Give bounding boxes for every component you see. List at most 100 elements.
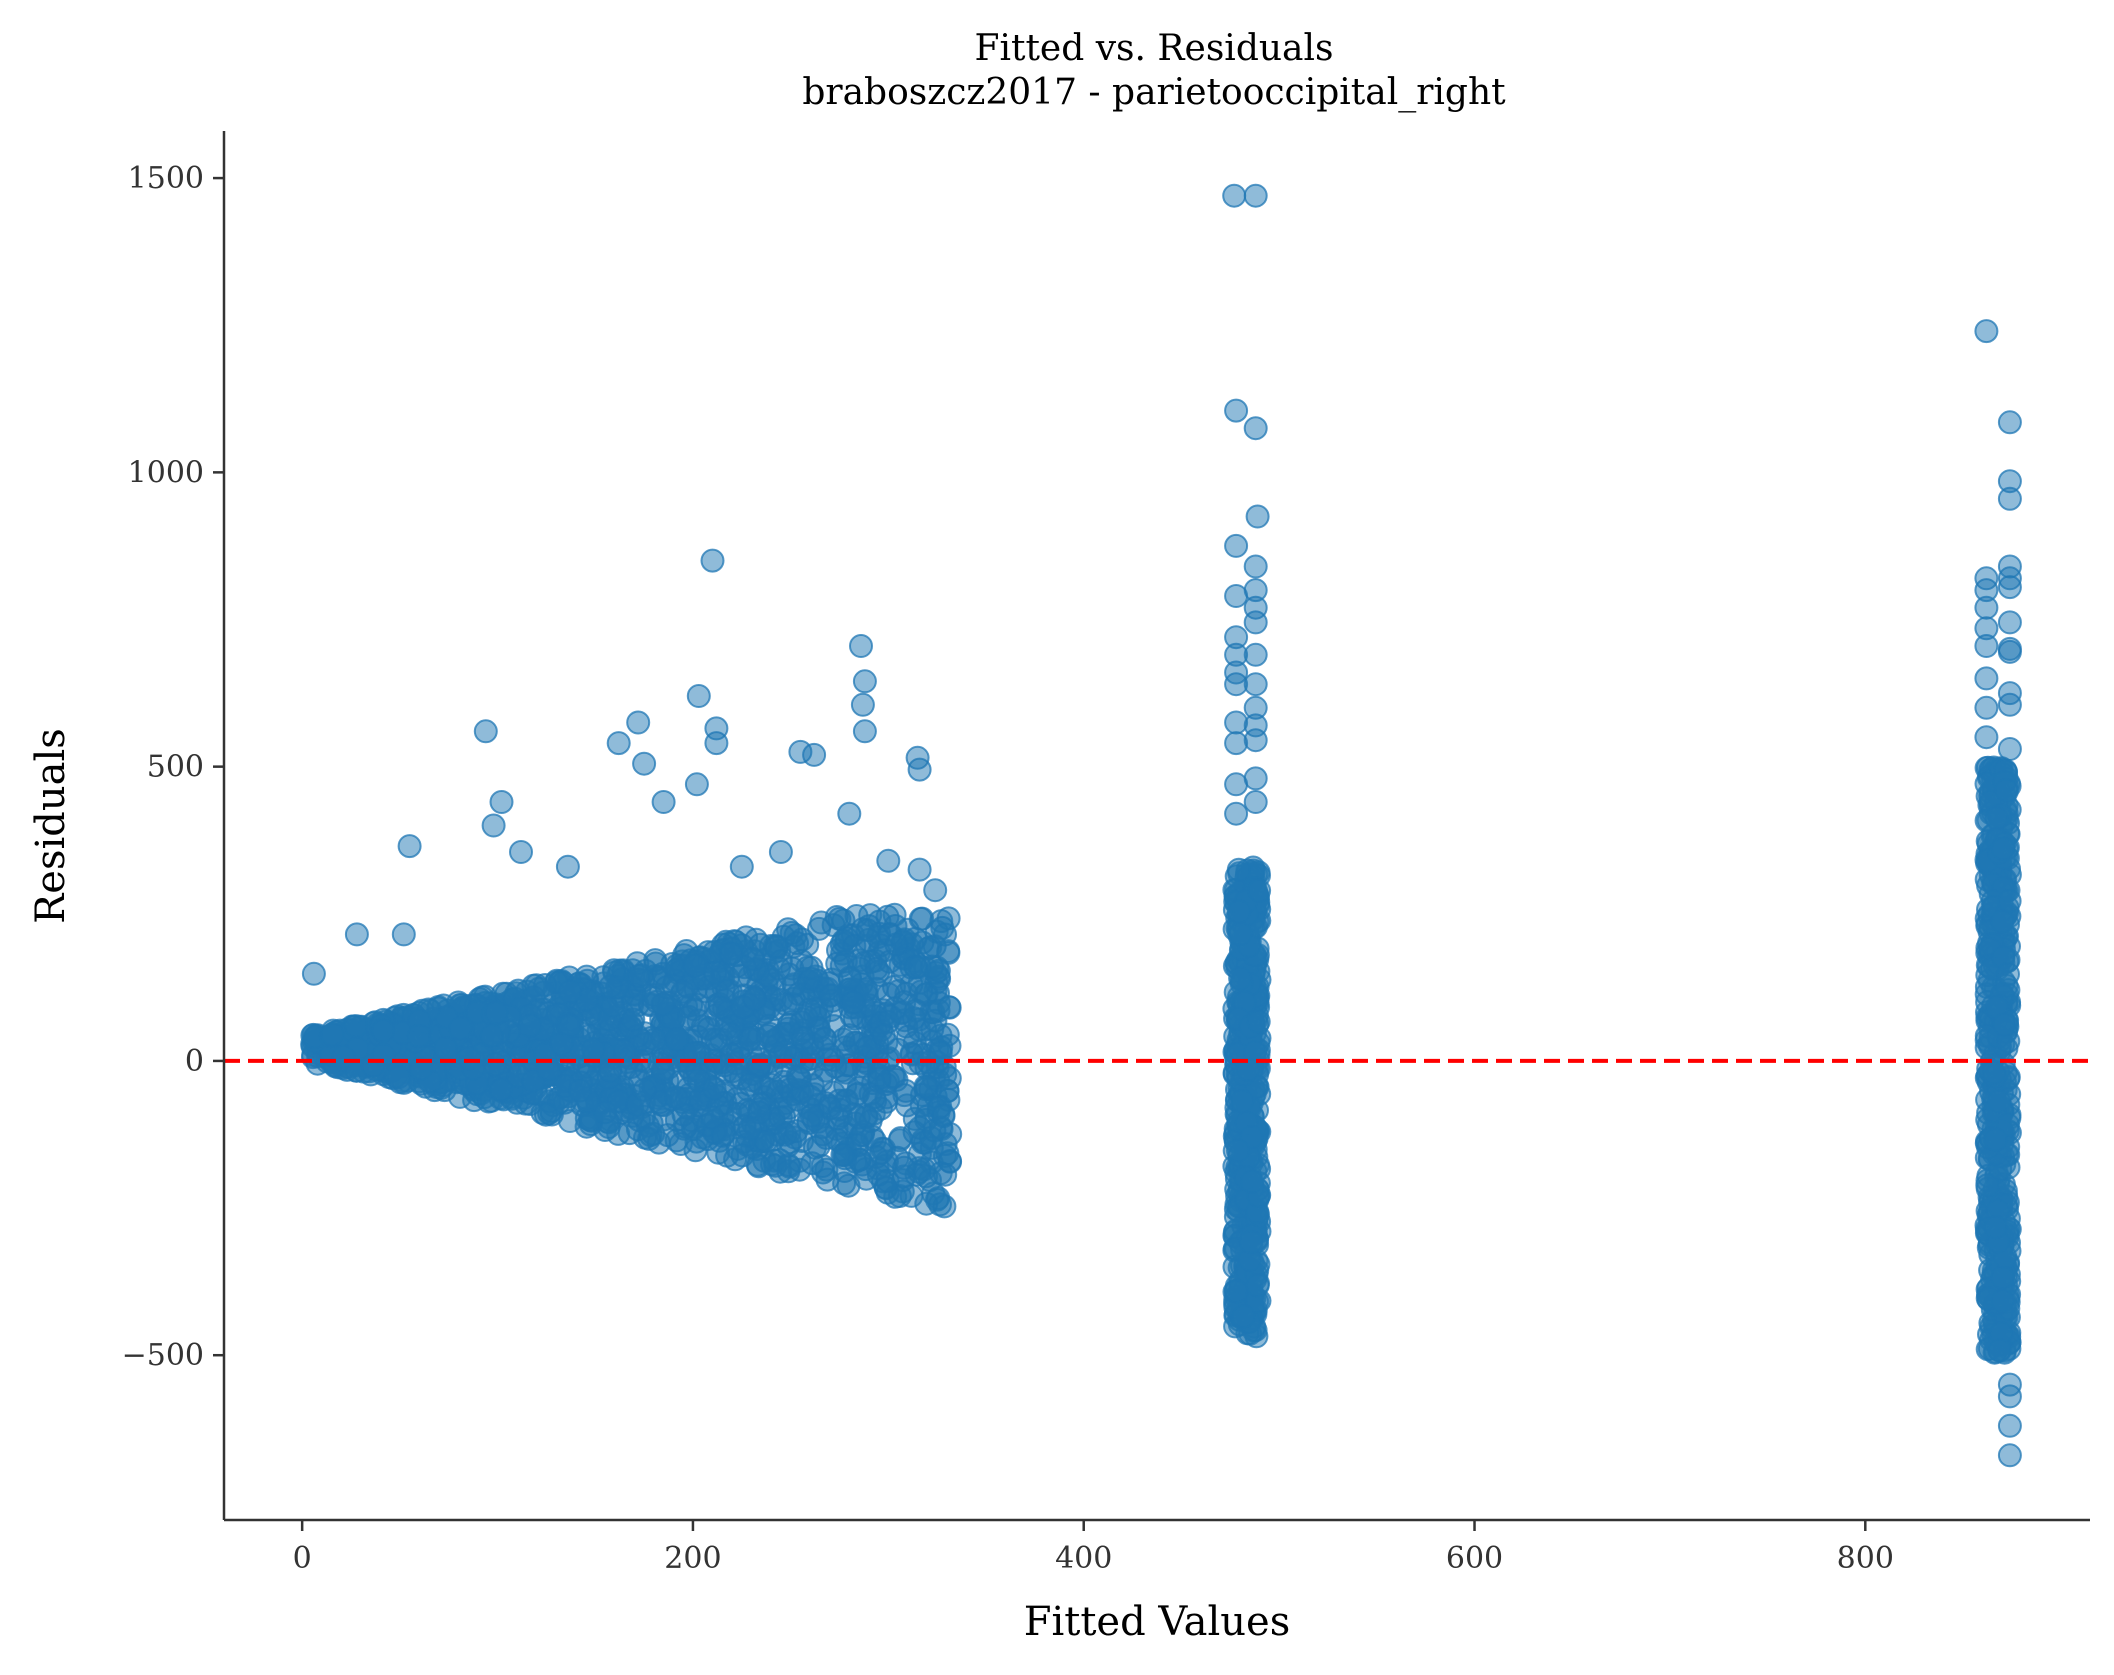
data-point bbox=[710, 1123, 735, 1148]
data-point bbox=[708, 995, 732, 1020]
data-point bbox=[700, 548, 725, 573]
data-point bbox=[1245, 1273, 1270, 1298]
data-point bbox=[837, 965, 862, 990]
data-point bbox=[914, 1191, 939, 1216]
data-point bbox=[849, 634, 873, 658]
data-point bbox=[1975, 1173, 2000, 1198]
data-point bbox=[913, 1074, 938, 1099]
data-point bbox=[686, 1008, 711, 1033]
data-point bbox=[301, 961, 326, 986]
data-point bbox=[626, 964, 651, 988]
data-point bbox=[536, 1057, 560, 1082]
data-point bbox=[837, 1023, 861, 1048]
data-point bbox=[489, 1077, 513, 1102]
x-tick-label: 0 bbox=[293, 1541, 312, 1576]
data-point bbox=[1997, 1384, 2022, 1409]
x-tick-label: 400 bbox=[1055, 1541, 1112, 1576]
data-point bbox=[871, 1023, 896, 1048]
data-point bbox=[827, 906, 852, 931]
data-point bbox=[754, 1129, 778, 1154]
data-point bbox=[684, 772, 709, 797]
data-point bbox=[593, 1100, 618, 1125]
data-point bbox=[1990, 1288, 2015, 1313]
data-point bbox=[320, 1022, 345, 1047]
data-point bbox=[632, 1077, 657, 1102]
data-point bbox=[1997, 486, 2022, 511]
data-point bbox=[1246, 1009, 1271, 1034]
data-point bbox=[397, 834, 422, 859]
data-point bbox=[1997, 692, 2022, 717]
data-point bbox=[386, 1065, 411, 1090]
data-point bbox=[1222, 183, 1247, 208]
data-point bbox=[802, 742, 827, 767]
data-point bbox=[896, 1024, 920, 1049]
data-point bbox=[1997, 639, 2022, 664]
data-point bbox=[830, 1142, 855, 1167]
data-point bbox=[606, 731, 631, 756]
data-point bbox=[509, 840, 533, 864]
data-point bbox=[1228, 966, 1253, 991]
data-point bbox=[933, 1162, 958, 1187]
data-point bbox=[1224, 398, 1249, 423]
y-axis-ticks: −500 0 500 1000 1500 bbox=[122, 161, 224, 1373]
data-point bbox=[518, 1013, 543, 1038]
data-point bbox=[581, 1037, 606, 1062]
data-point bbox=[1974, 595, 1999, 620]
data-point bbox=[719, 941, 744, 966]
data-point bbox=[1224, 584, 1249, 608]
data-point bbox=[1226, 857, 1251, 882]
data-point bbox=[799, 1056, 824, 1081]
y-tick-label: 1000 bbox=[128, 455, 204, 490]
data-point bbox=[1990, 909, 2015, 934]
data-point bbox=[433, 1036, 458, 1061]
data-point bbox=[1224, 731, 1249, 756]
data-point bbox=[484, 1000, 509, 1025]
data-point bbox=[864, 956, 889, 981]
data-point bbox=[700, 1105, 725, 1130]
data-point bbox=[855, 918, 880, 943]
data-point bbox=[737, 1072, 762, 1097]
data-point bbox=[742, 987, 767, 1012]
data-point bbox=[1231, 1304, 1256, 1329]
data-point bbox=[654, 975, 679, 1000]
data-point bbox=[626, 710, 651, 735]
data-point bbox=[1243, 554, 1268, 579]
data-point bbox=[1230, 1089, 1255, 1114]
data-point bbox=[1987, 1338, 2012, 1363]
data-point bbox=[840, 990, 865, 1015]
data-point bbox=[1997, 410, 2022, 435]
data-point bbox=[1243, 416, 1268, 441]
x-tick-label: 800 bbox=[1837, 1541, 1894, 1576]
data-point bbox=[766, 956, 791, 981]
data-point bbox=[1243, 610, 1268, 635]
data-point bbox=[1243, 642, 1268, 667]
y-tick-label: 0 bbox=[185, 1044, 204, 1079]
data-point bbox=[1224, 710, 1249, 735]
data-point bbox=[473, 719, 498, 744]
data-point bbox=[815, 1167, 840, 1192]
data-point bbox=[825, 1106, 850, 1131]
data-point bbox=[702, 1076, 727, 1101]
data-point bbox=[837, 801, 862, 826]
data-point bbox=[1243, 790, 1268, 814]
data-point bbox=[391, 922, 416, 947]
data-point bbox=[884, 932, 909, 957]
data-point bbox=[1974, 695, 1999, 720]
data-point bbox=[1243, 672, 1268, 697]
data-point bbox=[852, 719, 877, 744]
data-point bbox=[799, 955, 824, 980]
data-point bbox=[737, 1116, 762, 1141]
data-point bbox=[892, 1155, 916, 1180]
data-point bbox=[686, 684, 711, 708]
data-point bbox=[1224, 533, 1249, 558]
data-point bbox=[371, 1018, 395, 1043]
data-point bbox=[682, 1041, 707, 1066]
data-point bbox=[923, 878, 948, 903]
x-axis-ticks: 0 200 400 600 800 bbox=[293, 1520, 1894, 1576]
data-points bbox=[300, 183, 2022, 1468]
data-point bbox=[776, 1153, 801, 1177]
data-point bbox=[904, 955, 929, 980]
data-point bbox=[785, 931, 810, 956]
x-tick-label: 200 bbox=[664, 1541, 721, 1576]
